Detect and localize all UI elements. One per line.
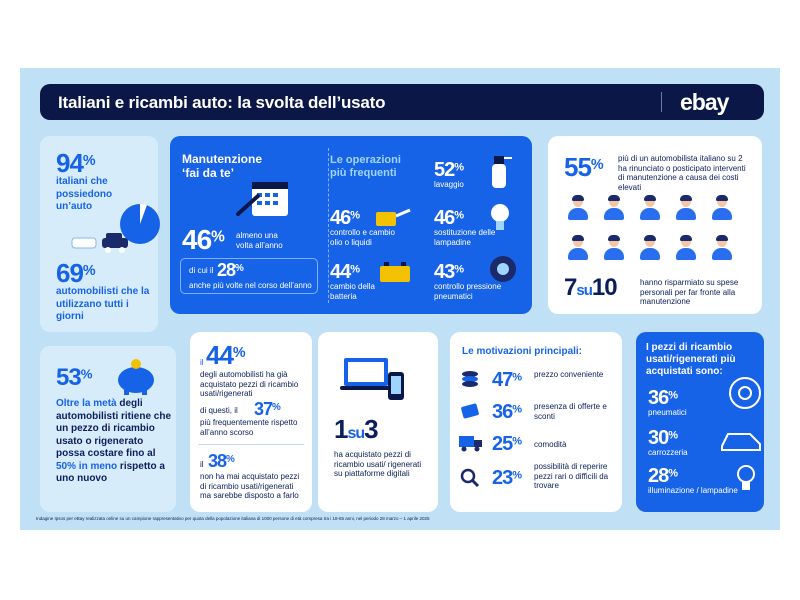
- motivation-rare-label: possibilità di reperire pezzi rari o dif…: [534, 462, 609, 491]
- owners-stat-1: 94%: [56, 148, 96, 178]
- op-oil-label: controllo e cambio olio o liquidi: [330, 228, 395, 247]
- owners-stat-2: 69%: [56, 258, 96, 288]
- part-lights-stat: 28%: [648, 465, 678, 487]
- car-body-icon: [721, 433, 761, 451]
- ops-title: Le operazioni più frequenti: [330, 154, 401, 180]
- bought-stat: 44%: [206, 340, 246, 370]
- part-tyres-label: pneumatici: [648, 408, 687, 417]
- person-icon: [676, 235, 696, 260]
- header-divider: [661, 92, 662, 112]
- piggy-bank-icon: [118, 359, 154, 395]
- laptop-phone-icon: [340, 358, 404, 400]
- savings-card: 53% Oltre la metà degli automobilisti ri…: [40, 346, 176, 512]
- op-bulb-stat: 46%: [434, 207, 464, 229]
- bought-pre: il: [200, 358, 204, 367]
- never-pre: il: [200, 460, 204, 469]
- person-icon: [568, 235, 588, 260]
- op-tyre-stat: 43%: [434, 261, 464, 283]
- postpone-text: più di un automobilista italiano su 2 ha…: [618, 154, 746, 192]
- bought-sub-stat: 37%: [254, 399, 281, 419]
- motivation-price-label: prezzo conveniente: [534, 370, 604, 379]
- motivations-title: Le motivazioni principali:: [462, 346, 583, 357]
- magnifier-icon: [460, 468, 480, 488]
- person-icon: [568, 195, 588, 220]
- platform-text: ha acquistato pezzi di ricambio usati/ r…: [334, 450, 422, 479]
- tyre-gauge-icon: [490, 256, 516, 282]
- person-icon: [640, 195, 660, 220]
- op-oil-stat: 46%: [330, 207, 360, 229]
- person-icon: [712, 195, 732, 220]
- cars-icon: [71, 233, 128, 253]
- op-wash-label: lavaggio: [434, 180, 464, 189]
- person-icon: [676, 195, 696, 220]
- motivation-price-stat: 47%: [492, 369, 522, 391]
- battery-icon: [380, 262, 410, 282]
- diy-card: Manutenzione ‘fai da te’ 46% almeno una …: [170, 136, 532, 314]
- light-bulb-icon: [491, 204, 509, 230]
- motivation-ease-label: comodità: [534, 440, 567, 449]
- headlight-bulb-icon: [737, 465, 755, 490]
- part-body-label: carrozzeria: [648, 448, 688, 457]
- bought-divider: [198, 444, 304, 445]
- pie-chart-icon: [120, 203, 160, 244]
- diy-sub-pre: di cui il: [189, 266, 214, 275]
- delivery-truck-icon: [458, 434, 484, 452]
- part-tyres-stat: 36%: [648, 387, 678, 409]
- op-bulb-label: sostituzione delle lampadine: [434, 228, 496, 247]
- parts-card: I pezzi di ricambio usati/rigenerati più…: [636, 332, 764, 512]
- footnote: Indagine Ipsos per eBay realizzata onlin…: [36, 516, 430, 521]
- platform-ratio: 1su3: [334, 414, 379, 444]
- owners-card: 94% italiani che possiedono un’auto 69% …: [40, 136, 160, 332]
- op-tyre-label: controllo pressione pneumatici: [434, 282, 502, 301]
- spray-bottle-icon: [492, 156, 512, 188]
- savings-text: Oltre la metà degli automobilisti ritien…: [56, 398, 172, 484]
- diy-sub-stat: 28%: [217, 260, 244, 280]
- motivations-card: Le motivazioni principali: 47% prezzo co…: [450, 332, 622, 512]
- part-lights-label: illuminazione / lampadine: [648, 486, 738, 495]
- bought-text: degli automobilisti ha già acquistato pe…: [200, 370, 299, 399]
- diy-stat-text: almeno una volta all’anno: [236, 231, 283, 250]
- diy-stat: 46%: [182, 224, 225, 255]
- person-icon: [640, 235, 660, 260]
- person-icon: [604, 195, 624, 220]
- owners-text-1: italiani che possiedono un’auto: [56, 176, 113, 212]
- discount-tag-icon: [460, 402, 482, 420]
- never-stat: 38%: [208, 451, 235, 471]
- oil-can-icon: [376, 208, 411, 226]
- ratio-7-of-10: 7su10: [564, 274, 618, 301]
- bought-card: il 44% degli automobilisti ha già acquis…: [190, 332, 312, 512]
- motivation-rare-stat: 23%: [492, 467, 522, 489]
- never-text: non ha mai acquistato pezzi di ricambio …: [200, 472, 300, 501]
- diy-sub-box: di cui il 28% anche più volte nel corso …: [180, 258, 318, 294]
- page-title: Italiani e ricambi auto: la svolta dell’…: [58, 93, 386, 112]
- op-battery-stat: 44%: [330, 261, 360, 283]
- parts-title: I pezzi di ricambio usati/rigenerati più…: [646, 342, 736, 377]
- part-body-stat: 30%: [648, 427, 678, 449]
- motivation-offers-stat: 36%: [492, 401, 522, 423]
- motivation-offers-label: presenza di offerte e sconti: [534, 402, 607, 421]
- postpone-card: 55% più di un automobilista italiano su …: [548, 136, 762, 314]
- ratio-text: hanno risparmiato su spese personali per…: [640, 278, 739, 307]
- person-icon: [604, 235, 624, 260]
- op-battery-label: cambio della batteria: [330, 282, 375, 301]
- person-icon: [712, 235, 732, 260]
- postpone-stat: 55%: [564, 152, 604, 182]
- op-wash-stat: 52%: [434, 159, 464, 181]
- ebay-logo: ebay: [680, 89, 729, 115]
- header-bar: Italiani e ricambi auto: la svolta dell’…: [40, 84, 764, 120]
- owners-text-2: automobilisti che la utilizzano tutti i …: [56, 286, 150, 322]
- bought-sub-pre: di questi, il: [200, 406, 238, 415]
- diy-divider: [328, 148, 329, 303]
- platform-card: 1su3 ha acquistato pezzi di ricambio usa…: [318, 332, 438, 512]
- motivation-ease-stat: 25%: [492, 433, 522, 455]
- bought-sub-text: più frequentemente rispetto all’anno sco…: [200, 418, 298, 437]
- diy-sub-text: anche più volte nel corso dell’anno: [189, 281, 312, 290]
- diy-title: Manutenzione ‘fai da te’: [182, 152, 262, 181]
- brake-disc-icon: [729, 377, 761, 409]
- savings-stat: 53%: [56, 364, 92, 391]
- calendar-wrench-icon: [236, 182, 288, 216]
- coins-icon: [460, 370, 480, 388]
